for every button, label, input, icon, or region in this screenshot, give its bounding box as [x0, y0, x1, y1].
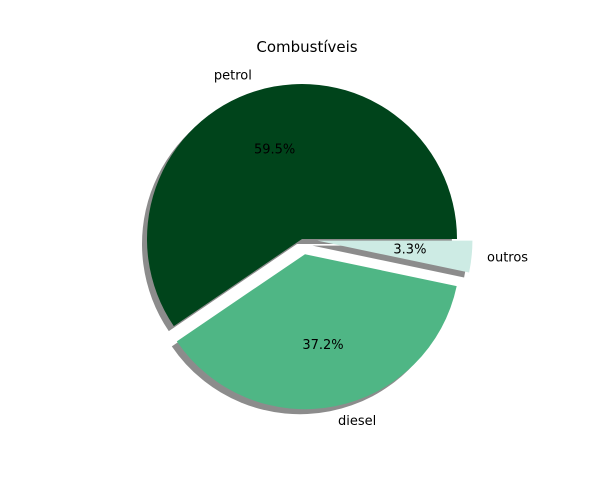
slice-label-diesel: diesel — [338, 414, 376, 429]
pie-slice-diesel — [176, 254, 457, 410]
pie-slice-petrol — [147, 84, 458, 327]
pie-labels: petrol 59.5% diesel 37.2% outros 3.3% — [214, 69, 528, 429]
slice-label-outros: outros — [487, 251, 528, 266]
chart-title: Combustíveis — [256, 38, 357, 56]
slice-percent-outros: 3.3% — [393, 243, 426, 258]
slice-label-petrol: petrol — [214, 69, 252, 84]
slice-percent-diesel: 37.2% — [302, 338, 343, 353]
pie-slice-outros — [317, 240, 473, 273]
slice-percent-petrol: 59.5% — [254, 143, 295, 158]
pie-slices — [147, 84, 473, 410]
